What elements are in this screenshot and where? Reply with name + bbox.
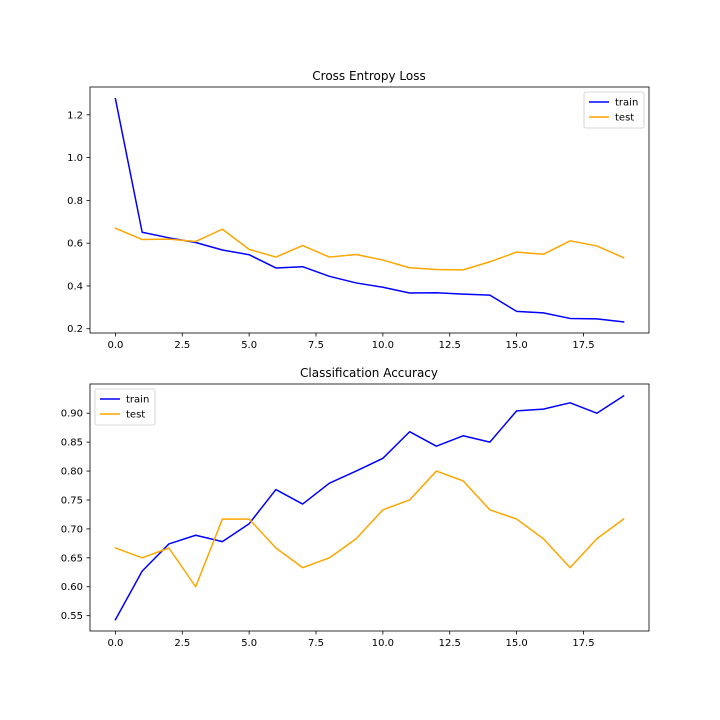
x-tick-label: 0.0 — [107, 340, 123, 351]
loss-subplot: Cross Entropy Loss 0.0 2.5 5.0 7.5 10.0 12.5 1… — [67, 69, 650, 351]
chart-title: Cross Entropy Loss — [312, 69, 425, 83]
legend-label-test: test — [615, 113, 634, 124]
y-tick-label: 1.0 — [67, 153, 83, 164]
x-tick-label: 5.0 — [241, 638, 257, 649]
x-tick-label: 15.0 — [505, 340, 527, 351]
plot-area: 0.0 2.5 5.0 7.5 10.0 12.5 15.0 17.5 0.2 0.4 0.6 0.8… — [67, 86, 650, 351]
y-tick-label: 0.60 — [61, 582, 83, 593]
plot-area: 0.0 2.5 5.0 7.5 10.0 12.5 15.0 17.5 0.55 0.60 0.65… — [61, 383, 650, 649]
x-tick-label: 15.0 — [505, 638, 527, 649]
axes-frame — [89, 86, 650, 334]
legend-label-train: train — [615, 98, 638, 109]
legend: train test — [583, 91, 645, 129]
y-tick-label: 0.4 — [67, 281, 83, 292]
series-line-test — [114, 470, 625, 588]
y-tick-label: 0.85 — [61, 438, 83, 449]
series-line-test — [114, 227, 625, 271]
chart-title: Classification Accuracy — [300, 366, 438, 380]
y-tick-label: 0.90 — [61, 409, 83, 420]
legend-label-test: test — [126, 410, 145, 421]
y-tick-label: 0.80 — [61, 467, 83, 478]
y-tick-label: 1.2 — [67, 110, 83, 121]
x-tick-label: 0.0 — [107, 638, 123, 649]
y-tick-label: 0.6 — [67, 239, 83, 250]
y-tick-label: 0.8 — [67, 196, 83, 207]
x-tick-label: 10.0 — [372, 340, 394, 351]
y-tick-label: 0.65 — [61, 553, 83, 564]
legend: train test — [94, 388, 156, 426]
legend-box — [583, 91, 645, 129]
x-tick-label: 12.5 — [439, 638, 461, 649]
x-tick-label: 5.0 — [241, 340, 257, 351]
axes-frame — [89, 383, 650, 632]
x-tick-label: 7.5 — [308, 638, 324, 649]
series-line-train — [114, 394, 625, 621]
series-line-train — [114, 97, 625, 323]
accuracy-subplot: Classification Accuracy 0.0 2.5 5.0 7.5 10.0… — [61, 366, 650, 649]
x-tick-label: 2.5 — [174, 638, 190, 649]
y-tick-label: 0.2 — [67, 324, 83, 335]
x-tick-label: 2.5 — [174, 340, 190, 351]
x-tick-label: 7.5 — [308, 340, 324, 351]
x-tick-label: 12.5 — [439, 340, 461, 351]
y-tick-label: 0.70 — [61, 524, 83, 535]
y-tick-label: 0.55 — [61, 611, 83, 622]
x-tick-label: 10.0 — [372, 638, 394, 649]
x-tick-label: 17.5 — [572, 638, 594, 649]
x-tick-label: 17.5 — [572, 340, 594, 351]
y-tick-label: 0.75 — [61, 495, 83, 506]
legend-label-train: train — [126, 395, 149, 406]
legend-box — [94, 388, 156, 426]
